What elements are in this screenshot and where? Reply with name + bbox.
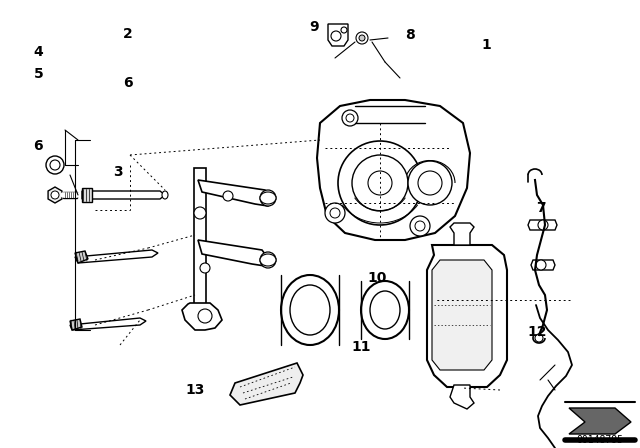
Text: 13: 13 <box>186 383 205 397</box>
Polygon shape <box>182 303 222 330</box>
Ellipse shape <box>162 191 168 199</box>
Circle shape <box>352 155 408 211</box>
Circle shape <box>341 27 347 33</box>
Text: 00148795: 00148795 <box>577 435 623 445</box>
Circle shape <box>356 32 368 44</box>
Text: 11: 11 <box>352 340 371 354</box>
Circle shape <box>194 207 206 219</box>
Text: 8: 8 <box>404 28 415 42</box>
Polygon shape <box>198 180 272 206</box>
Polygon shape <box>75 251 88 263</box>
Circle shape <box>368 171 392 195</box>
Circle shape <box>408 161 452 205</box>
Circle shape <box>260 190 276 206</box>
Ellipse shape <box>260 254 276 266</box>
Polygon shape <box>48 187 62 203</box>
Polygon shape <box>317 100 470 240</box>
Text: 10: 10 <box>368 271 387 285</box>
Text: 3: 3 <box>113 165 124 180</box>
Circle shape <box>51 191 59 199</box>
Circle shape <box>359 35 365 41</box>
Ellipse shape <box>260 192 276 204</box>
Polygon shape <box>230 363 303 405</box>
Circle shape <box>260 252 276 268</box>
Polygon shape <box>450 385 474 409</box>
Text: 6: 6 <box>123 76 133 90</box>
Circle shape <box>46 156 64 174</box>
Circle shape <box>338 141 422 225</box>
Polygon shape <box>427 245 507 387</box>
Text: 9: 9 <box>308 20 319 34</box>
Circle shape <box>415 221 425 231</box>
Polygon shape <box>82 191 165 199</box>
Polygon shape <box>328 24 348 46</box>
Polygon shape <box>194 168 206 313</box>
Text: 12: 12 <box>528 324 547 339</box>
Circle shape <box>223 191 233 201</box>
Circle shape <box>50 160 60 170</box>
Polygon shape <box>450 223 474 245</box>
Circle shape <box>410 216 430 236</box>
Text: 4: 4 <box>33 44 44 59</box>
Polygon shape <box>75 250 158 263</box>
Text: 7: 7 <box>536 201 546 215</box>
Polygon shape <box>70 318 146 330</box>
Polygon shape <box>70 319 82 330</box>
Circle shape <box>346 114 354 122</box>
Circle shape <box>342 110 358 126</box>
Circle shape <box>330 208 340 218</box>
Text: 2: 2 <box>123 26 133 41</box>
Circle shape <box>331 31 341 41</box>
Ellipse shape <box>290 285 330 335</box>
Circle shape <box>200 263 210 273</box>
Text: 5: 5 <box>33 67 44 81</box>
Text: 6: 6 <box>33 138 44 153</box>
Circle shape <box>538 220 548 230</box>
Polygon shape <box>198 240 268 266</box>
Circle shape <box>535 334 543 342</box>
Polygon shape <box>531 260 555 270</box>
Polygon shape <box>432 260 492 370</box>
Ellipse shape <box>370 291 400 329</box>
Circle shape <box>536 260 546 270</box>
Circle shape <box>198 309 212 323</box>
Polygon shape <box>528 220 557 230</box>
Ellipse shape <box>361 281 409 339</box>
Circle shape <box>325 203 345 223</box>
Ellipse shape <box>281 275 339 345</box>
Polygon shape <box>82 188 92 202</box>
Text: 1: 1 <box>481 38 492 52</box>
Polygon shape <box>569 408 631 434</box>
Polygon shape <box>63 192 77 198</box>
Circle shape <box>418 171 442 195</box>
